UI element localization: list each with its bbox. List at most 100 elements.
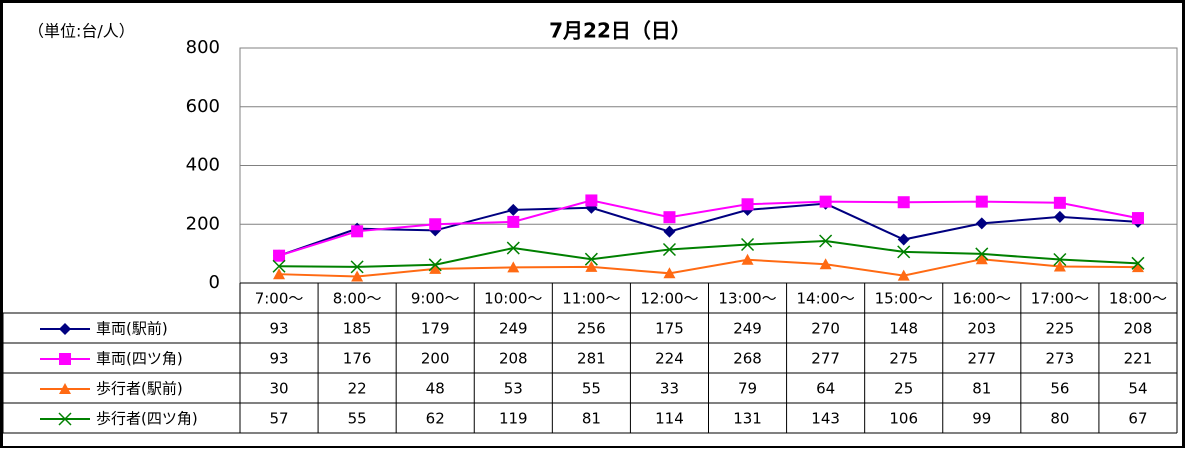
marker [584, 252, 598, 266]
marker [1053, 252, 1067, 267]
table-value: 179 [421, 320, 450, 338]
marker [662, 242, 676, 257]
marker [1053, 210, 1066, 223]
table-value: 281 [577, 350, 606, 368]
table-value: 277 [967, 350, 996, 368]
series-line [278, 199, 1139, 257]
marker [507, 203, 520, 216]
x-tick-label: 11:00～ [562, 290, 620, 308]
table-value: 57 [269, 410, 288, 428]
legend-label: 歩行者(駅前) [96, 380, 183, 398]
marker [1053, 196, 1066, 209]
x-tick-label: 16:00～ [953, 290, 1011, 308]
marker [350, 260, 364, 274]
marker [585, 260, 598, 272]
table-value: 48 [426, 380, 445, 398]
table-value: 25 [894, 380, 913, 398]
table-value: 131 [733, 410, 762, 428]
table-value: 273 [1046, 350, 1075, 368]
marker [741, 253, 754, 265]
x-tick-label: 10:00～ [484, 290, 542, 308]
x-tick-label: 7:00～ [255, 290, 304, 308]
table-value: 33 [660, 380, 679, 398]
marker [663, 211, 676, 224]
legend-marker [59, 383, 71, 394]
table-value: 221 [1124, 350, 1153, 368]
x-tick-label: 15:00～ [875, 290, 933, 308]
table-value: 22 [348, 380, 367, 398]
marker [351, 225, 364, 238]
marker [975, 253, 988, 265]
table-value: 81 [582, 410, 601, 428]
unit-label: （単位:台/人） [28, 22, 135, 41]
table-value: 99 [972, 410, 991, 428]
marker [1053, 260, 1066, 272]
marker [975, 247, 989, 261]
y-tick-label: 600 [186, 96, 220, 117]
table-value: 67 [1128, 410, 1147, 428]
marker [741, 198, 754, 211]
x-tick-label: 13:00～ [718, 290, 776, 308]
table-value: 208 [1124, 320, 1153, 338]
table-value: 106 [889, 410, 918, 428]
marker [429, 218, 442, 231]
table-value: 256 [577, 320, 606, 338]
marker [506, 241, 520, 255]
legend-label: 歩行者(四ツ角) [96, 410, 198, 428]
table-value: 148 [889, 320, 918, 338]
legend-marker [59, 323, 71, 335]
table-value: 79 [738, 380, 757, 398]
marker [272, 259, 286, 273]
legend-label: 車両(四ツ角) [96, 350, 183, 368]
x-tick-label: 12:00～ [640, 290, 698, 308]
table-value: 55 [582, 380, 601, 398]
x-tick-label: 8:00～ [333, 290, 382, 308]
table-value: 143 [811, 410, 840, 428]
marker [819, 195, 832, 208]
table-value: 224 [655, 350, 684, 368]
marker [897, 269, 910, 281]
marker [897, 233, 910, 246]
marker [273, 268, 286, 280]
legend-label: 車両(駅前) [96, 320, 168, 338]
marker [585, 194, 598, 207]
table-value: 114 [655, 410, 684, 428]
x-tick-label: 17:00～ [1031, 290, 1089, 308]
table-value: 249 [733, 320, 762, 338]
y-tick-label: 400 [186, 155, 220, 176]
marker [897, 196, 910, 209]
series-line [279, 258, 1138, 278]
table-value: 270 [811, 320, 840, 338]
table-value: 93 [269, 350, 288, 368]
table-value: 81 [972, 380, 991, 398]
table-value: 249 [499, 320, 528, 338]
y-tick-label: 800 [186, 37, 220, 58]
table-value: 203 [967, 320, 996, 338]
series-line [279, 239, 1139, 268]
table-value: 268 [733, 350, 762, 368]
marker [897, 245, 911, 259]
table-value: 208 [499, 350, 528, 368]
y-tick-label: 0 [209, 272, 220, 293]
table-value: 80 [1050, 410, 1069, 428]
legend-marker [58, 412, 72, 426]
table-value: 176 [343, 350, 372, 368]
marker [975, 195, 988, 208]
series-line [278, 202, 1139, 257]
table-value: 175 [655, 320, 684, 338]
table-value: 275 [889, 350, 918, 368]
marker [663, 267, 676, 279]
table-value: 55 [348, 410, 367, 428]
x-tick-label: 9:00～ [411, 290, 460, 308]
marker [819, 258, 832, 270]
table-value: 200 [421, 350, 450, 368]
marker [663, 225, 676, 238]
table-value: 185 [343, 320, 372, 338]
marker [429, 262, 442, 274]
table-value: 62 [426, 410, 445, 428]
table-value: 30 [269, 380, 288, 398]
marker [351, 270, 364, 282]
marker [819, 234, 833, 248]
table-value: 54 [1128, 380, 1147, 398]
